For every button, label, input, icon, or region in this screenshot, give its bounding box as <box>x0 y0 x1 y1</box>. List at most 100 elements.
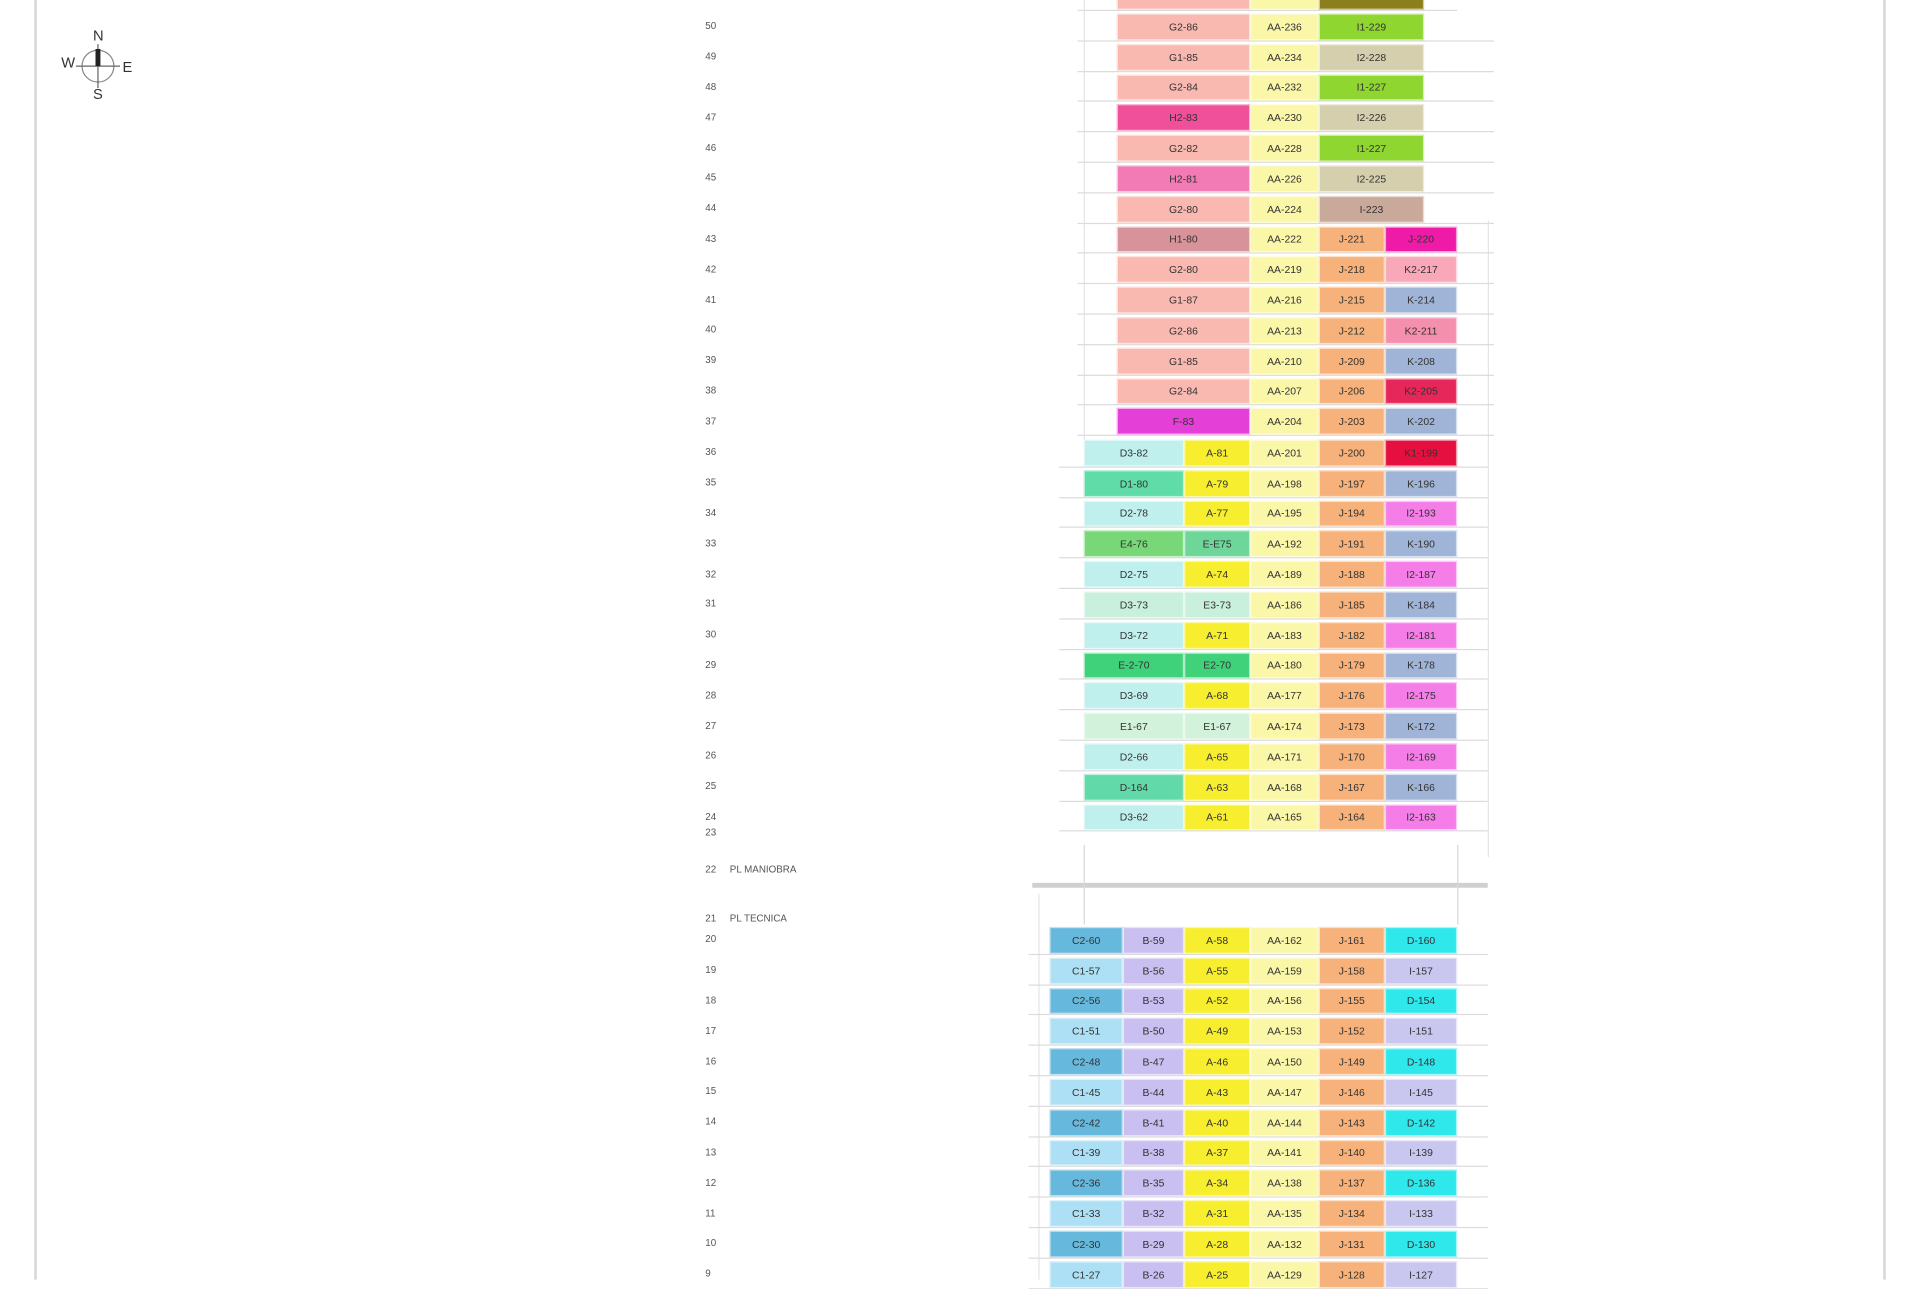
unit-cell: J-218 <box>1318 256 1385 284</box>
unit-cell: B-44 <box>1122 1078 1185 1106</box>
compass-south: S <box>93 85 103 103</box>
unit-cell: D-154 <box>1384 987 1458 1015</box>
unit-cell: AA-135 <box>1250 1200 1319 1227</box>
unit-cell: J-182 <box>1318 621 1385 649</box>
unit-cell: C1-27 <box>1049 1260 1123 1288</box>
unit-cell: G1-87 <box>1116 286 1251 314</box>
floor-label: 21 <box>705 912 717 924</box>
unit-cell: J-200 <box>1318 439 1385 467</box>
unit-cell: G2-86 <box>1116 317 1251 344</box>
floor-line <box>1059 496 1488 498</box>
unit-cell: C1-45 <box>1049 1078 1123 1106</box>
unit-cell: C2-48 <box>1049 1048 1123 1076</box>
floor-label: 10 <box>705 1237 717 1249</box>
unit-cell: J-191 <box>1318 530 1385 558</box>
floor-line <box>1077 252 1494 254</box>
unit-cell: F-83 <box>1116 408 1251 435</box>
unit-cell: A-46 <box>1184 1048 1251 1076</box>
compass-east: E <box>122 58 133 76</box>
floor-label: 13 <box>705 1146 717 1158</box>
unit-cell: AA-219 <box>1250 256 1319 284</box>
unit-cell: B-47 <box>1122 1048 1185 1076</box>
floor-line <box>1059 830 1488 832</box>
unit-cell: AA-198 <box>1250 469 1319 497</box>
unit-cell: K-184 <box>1384 591 1458 619</box>
unit-cell: E-E75 <box>1184 530 1251 558</box>
unit-cell: I-133 <box>1384 1200 1458 1227</box>
unit-cell: C2-36 <box>1049 1169 1123 1197</box>
floor-line <box>1028 1044 1488 1046</box>
unit-cell: G2-82 <box>1116 134 1251 162</box>
floor-label: 29 <box>705 659 717 671</box>
floor-label: 27 <box>705 720 717 732</box>
outline <box>1083 844 1085 925</box>
unit-cell: D-148 <box>1384 1048 1458 1076</box>
unit-cell: D3-73 <box>1083 591 1185 619</box>
floor-label: 43 <box>705 233 717 245</box>
unit-cell: I2-187 <box>1384 561 1458 588</box>
floor-line <box>1028 1075 1488 1077</box>
floor-line <box>1028 1196 1488 1198</box>
unit-cell: G1-87 <box>1116 0 1251 10</box>
floor-line <box>1077 404 1494 406</box>
floor-label: 37 <box>705 415 717 427</box>
unit-cell: A-68 <box>1184 682 1251 710</box>
unit-cell: AA-224 <box>1250 195 1319 223</box>
floor-line <box>1059 557 1488 559</box>
floor-line <box>1028 1105 1488 1107</box>
unit-cell: B-32 <box>1122 1200 1185 1227</box>
unit-cell: K1-199 <box>1384 439 1458 467</box>
floor-label: 22 <box>705 863 717 875</box>
unit-cell: A-58 <box>1184 926 1251 954</box>
unit-cell: B-38 <box>1122 1139 1185 1167</box>
unit-cell: B-35 <box>1122 1169 1185 1197</box>
floor-label: 50 <box>705 20 717 32</box>
special-floor-label: PL TECNICA <box>729 912 787 924</box>
unit-cell: J-155 <box>1318 987 1385 1015</box>
unit-cell: K-214 <box>1384 286 1458 314</box>
unit-cell: K-196 <box>1384 469 1458 497</box>
unit-cell: AA-165 <box>1250 803 1319 831</box>
unit-cell: AA-210 <box>1250 347 1319 375</box>
unit-cell: I-127 <box>1384 1260 1458 1288</box>
unit-cell: C2-42 <box>1049 1109 1123 1136</box>
unit-cell: C2-60 <box>1049 926 1123 954</box>
floor-line <box>1028 1166 1488 1168</box>
unit-cell: AA-207 <box>1250 377 1319 405</box>
unit-cell: I-145 <box>1384 1078 1458 1106</box>
unit-cell: J-140 <box>1318 1139 1385 1167</box>
unit-cell: D2-66 <box>1083 743 1185 770</box>
unit-cell: AA-192 <box>1250 530 1319 558</box>
unit-cell: J-185 <box>1318 591 1385 619</box>
unit-cell: D3-82 <box>1083 439 1185 467</box>
floor-line <box>1077 100 1494 103</box>
floor-line <box>1059 648 1488 650</box>
floor-label: 14 <box>705 1116 717 1128</box>
unit-cell: J-161 <box>1318 926 1385 954</box>
unit-cell: A-52 <box>1184 987 1251 1015</box>
unit-cell: AA-138 <box>1250 1169 1319 1197</box>
floor-label: 40 <box>705 324 717 336</box>
unit-cell: AA-226 <box>1250 165 1319 192</box>
floor-label: 17 <box>705 1025 717 1037</box>
unit-cell: E1-67 <box>1083 712 1185 740</box>
unit-cell: E-2-70 <box>1083 652 1185 679</box>
unit-cell: A-71 <box>1184 621 1251 649</box>
unit-cell: AA-236 <box>1250 13 1319 41</box>
unit-cell: C2-56 <box>1049 987 1123 1015</box>
unit-cell: I-151 <box>1384 1018 1458 1045</box>
unit-cell: A-40 <box>1184 1109 1251 1136</box>
floor-line <box>1059 800 1488 802</box>
unit-cell: AA-234 <box>1250 43 1319 71</box>
unit-cell: AA-147 <box>1250 1078 1319 1106</box>
unit-cell: I2-181 <box>1384 621 1458 649</box>
unit-cell: J-212 <box>1318 317 1385 344</box>
unit-cell: B-56 <box>1122 957 1185 984</box>
unit-cell: D1-80 <box>1083 469 1185 497</box>
floor-line <box>1077 9 1458 12</box>
unit-cell: J-179 <box>1318 652 1385 679</box>
unit-cell: J-137 <box>1318 1169 1385 1197</box>
unit-cell: D-160 <box>1384 926 1458 954</box>
floor-label: 23 <box>705 827 717 839</box>
unit-cell: B-29 <box>1122 1230 1185 1258</box>
